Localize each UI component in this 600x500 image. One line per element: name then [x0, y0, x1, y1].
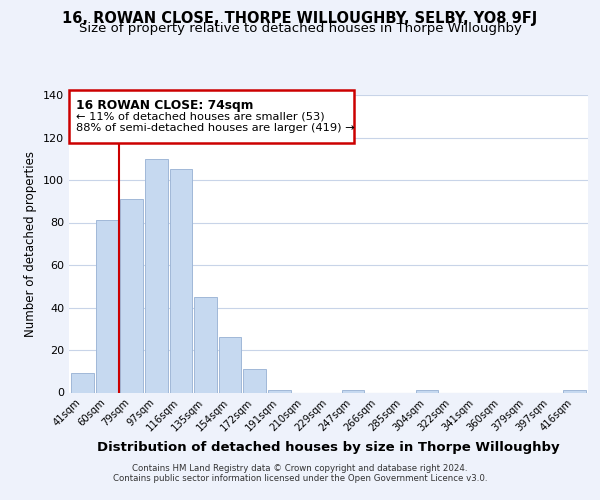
Text: 16 ROWAN CLOSE: 74sqm: 16 ROWAN CLOSE: 74sqm — [76, 99, 254, 112]
Text: 88% of semi-detached houses are larger (419) →: 88% of semi-detached houses are larger (… — [76, 123, 355, 133]
Bar — [244, 369, 266, 392]
Bar — [170, 170, 192, 392]
Text: Contains public sector information licensed under the Open Government Licence v3: Contains public sector information licen… — [113, 474, 487, 483]
Bar — [194, 297, 217, 392]
Bar — [121, 199, 143, 392]
Text: ← 11% of detached houses are smaller (53): ← 11% of detached houses are smaller (53… — [76, 112, 325, 122]
X-axis label: Distribution of detached houses by size in Thorpe Willoughby: Distribution of detached houses by size … — [97, 442, 560, 454]
Bar — [563, 390, 586, 392]
Text: Size of property relative to detached houses in Thorpe Willoughby: Size of property relative to detached ho… — [79, 22, 521, 35]
Bar — [268, 390, 290, 392]
Bar — [219, 337, 241, 392]
Y-axis label: Number of detached properties: Number of detached properties — [25, 151, 37, 337]
Text: 16, ROWAN CLOSE, THORPE WILLOUGHBY, SELBY, YO8 9FJ: 16, ROWAN CLOSE, THORPE WILLOUGHBY, SELB… — [62, 11, 538, 26]
Text: Contains HM Land Registry data © Crown copyright and database right 2024.: Contains HM Land Registry data © Crown c… — [132, 464, 468, 473]
Bar — [416, 390, 438, 392]
Bar — [71, 374, 94, 392]
Bar — [96, 220, 118, 392]
Bar — [342, 390, 364, 392]
Bar — [145, 159, 167, 392]
